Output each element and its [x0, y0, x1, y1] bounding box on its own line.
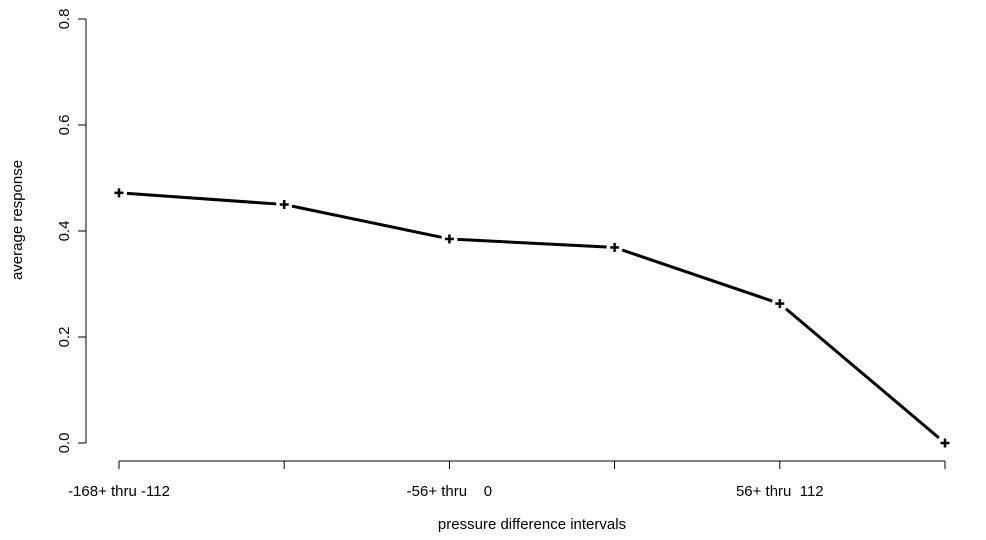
- y-tick-label: 0.6: [56, 115, 73, 136]
- x-axis: -168+ thru -112 -56+ thru 0 56+ thru 112: [68, 460, 946, 500]
- series-line-segment: [291, 204, 442, 239]
- x-ticks: -168+ thru -112 -56+ thru 0 56+ thru 112: [68, 461, 946, 500]
- y-tick-label: 0.0: [56, 433, 73, 454]
- x-tick-label: -168+ thru -112: [68, 483, 170, 500]
- series-line-segment: [621, 248, 773, 303]
- series-line-segment: [457, 237, 607, 249]
- series-line-segment: [126, 191, 277, 206]
- series-line-segment: [784, 307, 940, 439]
- y-tick-label: 0.4: [56, 221, 73, 242]
- data-point-marker: [114, 188, 124, 198]
- x-tick-label: -56+ thru 0: [407, 483, 492, 500]
- data-point-marker: [279, 200, 289, 209]
- x-axis-title: pressure difference intervals: [438, 516, 626, 533]
- y-axis-title: average response: [9, 160, 26, 280]
- data-point-marker: [775, 299, 785, 309]
- data-series: [114, 188, 950, 448]
- y-tick-label: 0.2: [56, 327, 73, 348]
- y-ticks: 0.0 0.2 0.4 0.6 0.8: [56, 9, 86, 454]
- y-tick-label: 0.8: [56, 9, 73, 30]
- data-point-marker: [444, 234, 454, 244]
- x-tick-label: 56+ thru 112: [736, 483, 824, 500]
- data-point-marker: [610, 242, 620, 252]
- data-point-marker: [940, 438, 950, 448]
- y-axis: 0.0 0.2 0.4 0.6 0.8: [56, 9, 87, 454]
